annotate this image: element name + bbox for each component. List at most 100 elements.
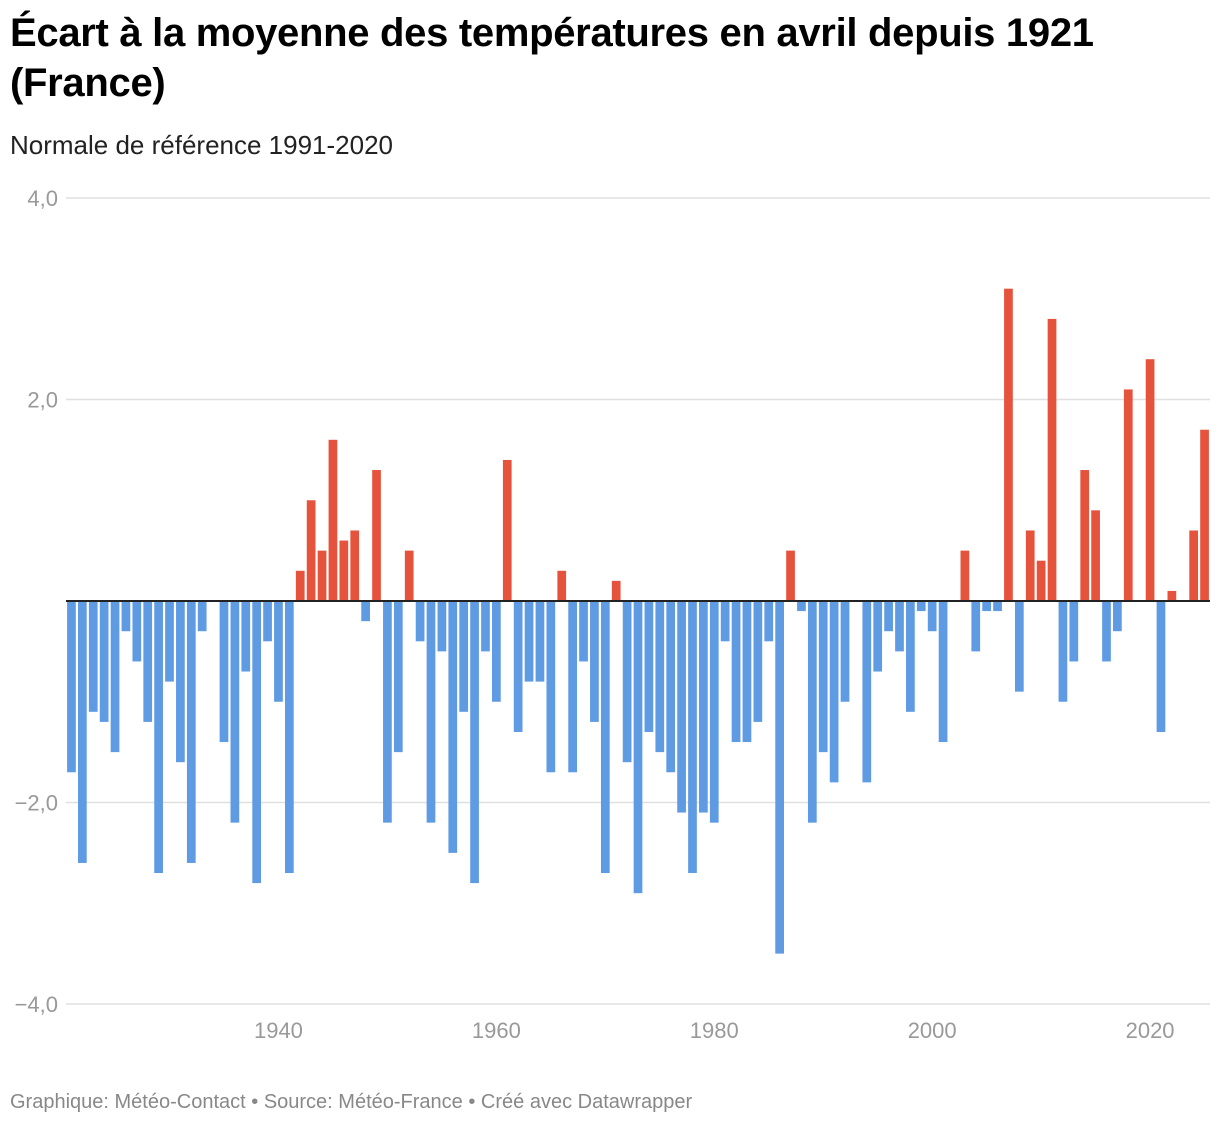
- bar-2008: [1014, 601, 1024, 692]
- bar-1944: [317, 550, 327, 602]
- chart-subtitle: Normale de référence 1991-2020: [10, 130, 394, 160]
- bar-2006: [993, 601, 1002, 612]
- bar-chart: 4,0 2,0 −2,0 −4,0 1940 1960 1980 2000 2020: [15, 186, 1210, 1043]
- bar-2001: [938, 601, 948, 743]
- bar-1921: [67, 601, 76, 773]
- bar-1960: [492, 601, 501, 702]
- bar-2021: [1156, 601, 1166, 732]
- bar-1997: [895, 601, 904, 652]
- x-tick-label: 1960: [472, 1018, 521, 1043]
- bar-2009: [1025, 530, 1035, 601]
- bar-2012: [1058, 601, 1068, 702]
- bar-1991: [829, 601, 839, 783]
- bar-1958: [470, 601, 479, 884]
- y-tick-label: −2,0: [15, 791, 58, 816]
- bar-1940: [274, 601, 283, 702]
- bar-1925: [110, 601, 120, 753]
- bar-1953: [415, 601, 425, 642]
- bar-1992: [840, 601, 850, 702]
- bar-1979: [699, 601, 708, 813]
- x-tick-label: 2020: [1126, 1018, 1175, 1043]
- bar-1936: [230, 601, 240, 823]
- bar-1963: [524, 601, 534, 682]
- bar-2004: [971, 601, 981, 652]
- bar-1927: [132, 601, 142, 662]
- bar-1954: [426, 601, 436, 823]
- bar-1955: [437, 601, 447, 652]
- bar-1998: [906, 601, 915, 712]
- bar-2014: [1080, 470, 1090, 601]
- bar-1951: [393, 601, 403, 753]
- chart-footer: Graphique: Météo-Contact • Source: Météo…: [10, 1089, 692, 1115]
- bar-1922: [77, 601, 87, 863]
- bar-1982: [731, 601, 741, 743]
- bar-1968: [579, 601, 588, 662]
- bar-2024: [1189, 530, 1199, 601]
- bar-2025: [1200, 429, 1209, 601]
- bar-1988: [797, 601, 806, 612]
- bar-1969: [590, 601, 599, 722]
- bar-2022: [1167, 590, 1177, 601]
- bar-1983: [742, 601, 752, 743]
- bar-1975: [655, 601, 665, 753]
- bar-1924: [99, 601, 109, 722]
- bar-1935: [219, 601, 229, 743]
- bar-1938: [252, 601, 262, 884]
- bar-1957: [459, 601, 469, 712]
- bar-1999: [916, 601, 926, 612]
- bar-1947: [350, 530, 360, 601]
- bar-1942: [295, 570, 305, 601]
- bar-1962: [513, 601, 523, 732]
- bar-2007: [1004, 288, 1013, 601]
- bar-2017: [1113, 601, 1122, 632]
- bar-1923: [88, 601, 98, 712]
- bar-1990: [818, 601, 828, 753]
- bar-1952: [404, 550, 414, 602]
- footer-separator: •: [462, 1091, 481, 1113]
- bar-1972: [622, 601, 632, 763]
- bar-1967: [568, 601, 577, 773]
- bar-1932: [186, 601, 196, 863]
- bar-1980: [709, 601, 719, 823]
- bar-1970: [600, 601, 610, 874]
- bar-1945: [328, 439, 338, 601]
- bar-1929: [154, 601, 163, 874]
- footer-separator: •: [245, 1091, 264, 1113]
- bar-1994: [862, 601, 872, 783]
- bar-2010: [1036, 560, 1046, 601]
- bar-1974: [644, 601, 654, 732]
- bar-1966: [557, 570, 567, 601]
- chart-title: Écart à la moyenne des températures en a…: [10, 11, 1094, 105]
- bar-2000: [927, 601, 937, 632]
- bar-1985: [764, 601, 774, 642]
- bar-1971: [611, 580, 621, 601]
- bar-1996: [884, 601, 893, 632]
- bar-1926: [121, 601, 131, 632]
- bar-1981: [720, 601, 730, 642]
- bar-1931: [176, 601, 185, 763]
- bar-2011: [1047, 318, 1057, 601]
- bar-1959: [481, 601, 490, 652]
- bar-2018: [1123, 389, 1133, 601]
- bar-2016: [1102, 601, 1111, 662]
- bar-1939: [263, 601, 272, 642]
- bar-1950: [383, 601, 392, 823]
- bar-1946: [339, 540, 349, 601]
- bar-1930: [165, 601, 174, 682]
- bar-1977: [677, 601, 686, 813]
- bar-1965: [546, 601, 556, 773]
- bar-2020: [1145, 359, 1155, 601]
- bar-1987: [786, 550, 795, 602]
- bar-1961: [502, 459, 512, 601]
- bar-1984: [753, 601, 763, 722]
- footer-credit: Graphique: Météo-Contact: [10, 1091, 246, 1113]
- bar-1986: [775, 601, 784, 954]
- bar-2013: [1069, 601, 1079, 662]
- y-tick-label: 4,0: [27, 186, 58, 211]
- bar-2005: [982, 601, 992, 612]
- bar-1949: [372, 470, 381, 601]
- bar-1937: [241, 601, 251, 672]
- bar-1995: [873, 601, 883, 672]
- bar-1989: [807, 601, 817, 823]
- x-tick-label: 2000: [908, 1018, 957, 1043]
